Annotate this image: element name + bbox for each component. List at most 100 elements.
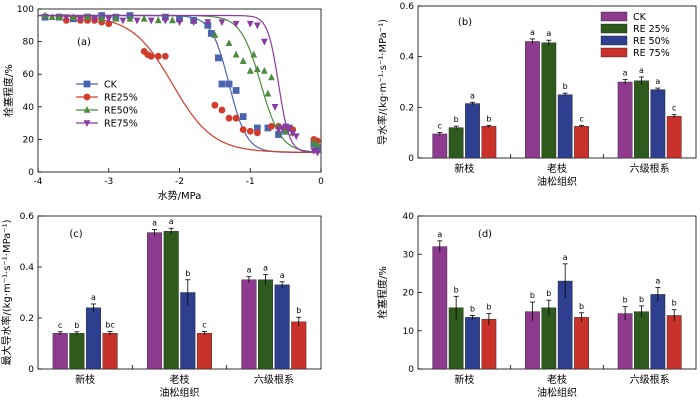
- panel-b-category-label: 六级根系: [630, 162, 670, 175]
- panel-a-xtick-label: -4: [34, 177, 43, 187]
- panel-d-bar: [541, 307, 557, 370]
- panel-d-bar: [666, 315, 682, 370]
- panel-c-sig-letter: c: [58, 321, 62, 330]
- panel-b-bar: [465, 103, 480, 159]
- panel-a-xtick-label: -3: [104, 177, 113, 187]
- panel-d-category-label: 老枝: [547, 373, 567, 386]
- panel-a-point: [154, 16, 162, 24]
- panel-b-ytick-label: 0.4: [400, 53, 415, 63]
- panel-a-point: [314, 144, 321, 151]
- panel-a-point: [268, 122, 275, 130]
- panel-a-point: [48, 13, 56, 20]
- panel-a-point: [253, 129, 261, 137]
- panel-c-ytick-label: 0.6: [20, 212, 35, 222]
- panel-b-bar: [650, 89, 666, 159]
- panel-b-legend-swatch: [600, 23, 628, 34]
- panel-a-ytick-label: 40: [23, 103, 35, 113]
- panel-a-point: [112, 14, 120, 22]
- panel-d-sig-letter: a: [655, 277, 660, 286]
- panel-a-frame: [37, 8, 322, 173]
- panel-b-bar: [617, 81, 633, 159]
- panel-a-point: [161, 52, 169, 60]
- panel-a-ytick-label: 60: [23, 70, 35, 80]
- panel-a-legend-label: RE75%: [104, 119, 138, 130]
- panel-d-bar: [465, 317, 480, 370]
- panel-a-point: [250, 50, 258, 58]
- panel-a-ytick-label: 20: [23, 135, 35, 145]
- panel-a-point: [161, 17, 169, 25]
- panel-d-bar: [481, 319, 497, 370]
- panel-a-fit-curve: [38, 14, 321, 153]
- panel-d-ylabel: 栓塞程度/%: [376, 266, 389, 319]
- panel-d-ytick-label: 20: [403, 289, 415, 299]
- panel-b-category-label: 老枝: [547, 162, 567, 175]
- panel-b-legend-swatch: [600, 11, 628, 22]
- panel-a-point: [77, 15, 84, 23]
- panel-a-point: [147, 52, 155, 60]
- panel-c-sig-letter: a: [91, 293, 96, 302]
- panel-c-bar: [196, 333, 212, 370]
- panel-a-point: [215, 54, 222, 62]
- panel-b-bar: [481, 126, 497, 159]
- panel-b-sig-letter: a: [470, 91, 475, 100]
- panel-a-point: [147, 17, 155, 25]
- panel-a-point: [190, 19, 198, 27]
- panel-a-point: [246, 20, 254, 28]
- panel-a-xtick-label: -2: [175, 177, 184, 187]
- panel-a-point: [218, 106, 226, 114]
- panel-a-point: [239, 57, 247, 64]
- panel-a-legend-label: RE25%: [104, 93, 138, 104]
- panel-b-legend-label: RE 75%: [633, 48, 670, 59]
- panel-d-sig-letter: a: [563, 253, 568, 262]
- panel-b-bar: [525, 41, 540, 159]
- panel-a-point: [232, 20, 240, 28]
- panel-a-point: [246, 127, 254, 135]
- panel-b-xlabel: 油松组织: [537, 175, 577, 188]
- panel-c-sig-letter: bc: [105, 321, 114, 330]
- panel-c-sig-letter: a: [169, 217, 174, 226]
- panel-c-category-label: 六级根系: [254, 373, 294, 386]
- panel-a-xtick-label: 0: [318, 177, 324, 187]
- panel-a-point: [246, 66, 254, 74]
- panel-a-legend-marker: [83, 80, 91, 88]
- panel-a-point: [264, 124, 272, 132]
- panel-a-label: (a): [77, 37, 91, 48]
- panel-b-category-label: 新枝: [454, 162, 474, 175]
- panel-b-sig-letter: a: [546, 29, 551, 38]
- panel-d-bar: [574, 317, 589, 370]
- panel-a-point: [232, 114, 240, 122]
- panel-d-sig-letter: b: [470, 304, 475, 313]
- panel-b-bar: [557, 94, 573, 159]
- panel-c-sig-letter: a: [280, 271, 285, 280]
- panel-b-legend-swatch: [600, 47, 628, 58]
- panel-a-point: [264, 89, 272, 97]
- panel-a-ytick-label: 0: [28, 168, 34, 178]
- panel-a-point: [225, 80, 233, 88]
- panel-a-point: [285, 125, 293, 132]
- panel-a-point: [218, 80, 226, 88]
- panel-a-point: [55, 13, 63, 20]
- panel-c-bar: [274, 284, 290, 370]
- panel-a-point: [161, 13, 169, 21]
- panel-a-point: [282, 127, 290, 135]
- panel-d-sig-letter: b: [546, 289, 551, 298]
- panel-a-point: [105, 15, 113, 23]
- panel-c-bar: [102, 333, 118, 370]
- panel-b-sig-letter: c: [579, 114, 583, 123]
- panel-d-category-label: 新枝: [454, 373, 474, 386]
- panel-c-bar: [163, 231, 179, 370]
- panel-c-bar: [147, 232, 163, 370]
- panel-a-point: [314, 149, 321, 157]
- panel-d-sig-letter: b: [530, 291, 535, 300]
- panel-c-label: (c): [69, 229, 82, 240]
- panel-b-sig-letter: a: [530, 28, 535, 37]
- panel-a-point: [154, 52, 162, 60]
- panel-b-sig-letter: a: [623, 68, 628, 77]
- panel-b-ytick-label: 0.2: [400, 103, 414, 113]
- panel-c-sig-letter: b: [296, 306, 301, 315]
- panel-a-point: [105, 20, 113, 28]
- panel-a-point: [239, 126, 247, 134]
- panel-a-point: [69, 13, 77, 20]
